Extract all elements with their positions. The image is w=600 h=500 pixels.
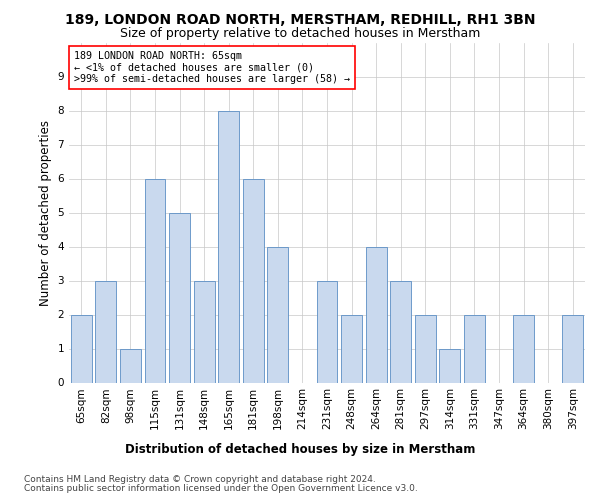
Bar bbox=[341, 314, 362, 382]
Text: 189, LONDON ROAD NORTH, MERSTHAM, REDHILL, RH1 3BN: 189, LONDON ROAD NORTH, MERSTHAM, REDHIL… bbox=[65, 12, 535, 26]
Text: Contains public sector information licensed under the Open Government Licence v3: Contains public sector information licen… bbox=[24, 484, 418, 493]
Bar bbox=[145, 178, 166, 382]
Bar bbox=[194, 280, 215, 382]
Bar bbox=[95, 280, 116, 382]
Bar bbox=[71, 314, 92, 382]
Bar bbox=[268, 246, 289, 382]
Bar bbox=[120, 348, 141, 382]
Bar bbox=[243, 178, 264, 382]
Bar bbox=[365, 246, 386, 382]
Bar bbox=[439, 348, 460, 382]
Bar bbox=[390, 280, 411, 382]
Y-axis label: Number of detached properties: Number of detached properties bbox=[39, 120, 52, 306]
Bar bbox=[169, 212, 190, 382]
Bar bbox=[562, 314, 583, 382]
Bar bbox=[464, 314, 485, 382]
Bar bbox=[513, 314, 534, 382]
Text: Contains HM Land Registry data © Crown copyright and database right 2024.: Contains HM Land Registry data © Crown c… bbox=[24, 475, 376, 484]
Bar bbox=[415, 314, 436, 382]
Text: 189 LONDON ROAD NORTH: 65sqm
← <1% of detached houses are smaller (0)
>99% of se: 189 LONDON ROAD NORTH: 65sqm ← <1% of de… bbox=[74, 51, 350, 84]
Bar bbox=[317, 280, 337, 382]
Text: Size of property relative to detached houses in Merstham: Size of property relative to detached ho… bbox=[120, 28, 480, 40]
Text: Distribution of detached houses by size in Merstham: Distribution of detached houses by size … bbox=[125, 442, 475, 456]
Bar bbox=[218, 110, 239, 382]
